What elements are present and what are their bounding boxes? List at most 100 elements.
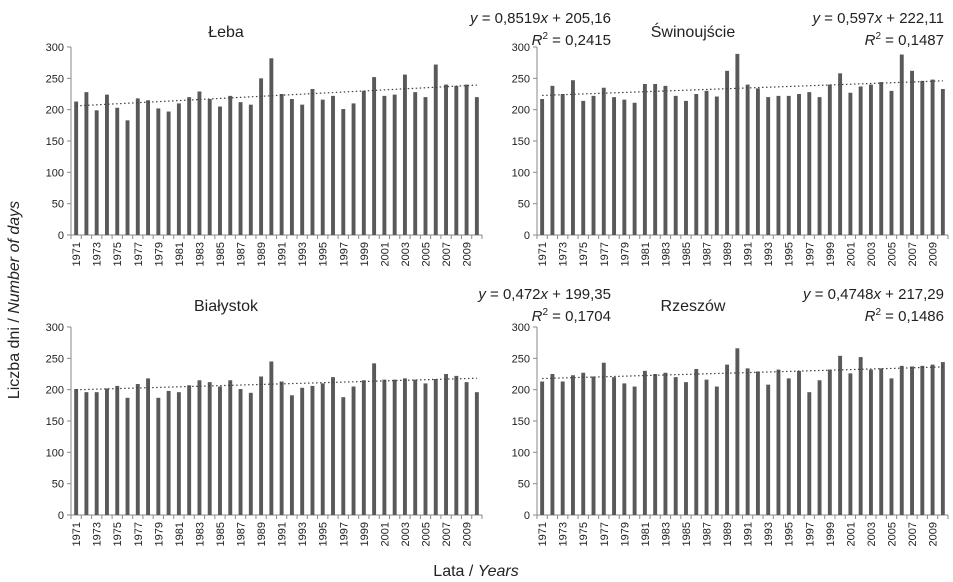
chart-panel-2: Świnoujście y = 0,597x + 222,11 R2 = 0,148…	[512, 10, 949, 266]
x-tick-label: 1977	[133, 242, 145, 266]
bar-2007	[910, 366, 914, 515]
chart-title: Białystok	[194, 298, 259, 315]
y-tick-label: 0	[524, 230, 530, 242]
x-tick-label: 1993	[297, 522, 309, 546]
x-tick-label: 2003	[400, 522, 412, 546]
bar-2010	[474, 97, 479, 235]
y-tick-label: 150	[46, 416, 64, 428]
x-tick-label: 1987	[236, 242, 248, 266]
bar-1995	[320, 383, 325, 515]
bar-1985	[684, 100, 688, 235]
bar-1975	[581, 100, 586, 235]
y-tick-label: 300	[512, 322, 530, 334]
x-tick-label: 2009	[462, 242, 474, 266]
x-tick-label: 1985	[215, 242, 227, 266]
bar-1974	[571, 80, 575, 235]
bar-1994	[776, 95, 781, 235]
x-tick-label: 1999	[825, 522, 837, 546]
bar-1976	[125, 397, 130, 515]
bar-1979	[156, 397, 161, 515]
trend-line	[542, 366, 943, 380]
bar-1985	[218, 106, 222, 236]
bar-2000	[372, 77, 377, 235]
x-tick-label: 1997	[338, 242, 350, 266]
bar-1980	[632, 386, 637, 515]
bar-1973	[94, 392, 99, 515]
x-tick-label: 1991	[277, 242, 289, 266]
bar-2000	[838, 73, 843, 235]
y-tick-label: 300	[512, 42, 530, 54]
x-tick-label: 1983	[660, 522, 672, 546]
trend-line	[76, 84, 477, 107]
bar-1975	[115, 385, 120, 515]
bar-1985	[218, 386, 222, 515]
x-tick-label: 2001	[845, 242, 857, 266]
bar-2010	[940, 362, 945, 515]
y-tick-label: 200	[46, 385, 64, 397]
x-tick-label: 1975	[112, 242, 124, 266]
y-tick-label: 250	[46, 353, 64, 365]
y-tick-label: 250	[46, 73, 64, 85]
x-tick-label: 1985	[681, 522, 693, 546]
x-tick-label: 1981	[174, 522, 186, 546]
bar-1988	[248, 392, 253, 515]
y-tick-label: 50	[52, 479, 64, 491]
y-tick-label: 300	[46, 322, 64, 334]
bar-1971	[74, 101, 79, 236]
y-tick-label: 50	[52, 199, 64, 211]
x-tick-label: 1995	[318, 242, 330, 266]
bar-1990	[269, 361, 274, 515]
bar-2010	[474, 392, 479, 515]
bar-2000	[372, 363, 377, 515]
bar-1999	[827, 369, 832, 515]
bar-1991	[279, 94, 284, 235]
bar-1978	[612, 377, 617, 515]
y-tick-label: 0	[58, 510, 64, 522]
bar-1993	[300, 104, 305, 235]
trend-line	[76, 377, 477, 391]
bar-2006	[433, 64, 438, 236]
bar-2003	[402, 378, 407, 515]
x-tick-label: 1989	[722, 242, 734, 266]
x-tick-label: 1971	[537, 242, 549, 266]
x-tick-label: 1979	[619, 242, 631, 266]
bar-1974	[571, 375, 575, 515]
bar-1987	[238, 389, 243, 515]
x-tick-label: 2007	[907, 242, 919, 266]
bar-1991	[745, 84, 750, 235]
y-tick-label: 200	[46, 105, 64, 117]
x-tick-label: 2003	[866, 242, 878, 266]
bar-1984	[207, 99, 212, 235]
x-tick-label: 2005	[420, 522, 432, 546]
x-tick-label: 2005	[886, 522, 898, 546]
bar-1995	[786, 378, 791, 515]
x-tick-label: 2001	[379, 242, 391, 266]
bar-1984	[673, 95, 678, 235]
x-tick-label: 1979	[153, 522, 165, 546]
bar-1999	[361, 380, 366, 515]
bar-1971	[540, 99, 545, 235]
bar-1981	[642, 370, 647, 515]
trend-equation: y = 0,597x + 222,11	[811, 10, 944, 27]
y-tick-label: 50	[518, 479, 530, 491]
y-tick-label: 150	[512, 416, 530, 428]
y-tick-label: 250	[512, 353, 530, 365]
bar-2007	[910, 70, 914, 236]
x-tick-label: 1971	[71, 522, 83, 546]
bar-1994	[310, 88, 315, 235]
bar-1992	[755, 371, 760, 515]
x-tick-label: 1999	[825, 242, 837, 266]
y-tick-label: 100	[512, 447, 530, 459]
bar-1990	[735, 53, 740, 235]
bar-1977	[135, 384, 140, 515]
y-tick-label: 100	[46, 167, 64, 179]
x-tick-label: 1985	[215, 522, 227, 546]
bar-1974	[105, 94, 109, 235]
x-tick-label: 1983	[660, 242, 672, 266]
y-tick-label: 300	[46, 42, 64, 54]
bar-1995	[786, 95, 791, 235]
bar-1975	[115, 107, 120, 235]
y-tick-label: 0	[524, 510, 530, 522]
bar-1986	[228, 380, 233, 515]
bar-2005	[423, 383, 428, 515]
